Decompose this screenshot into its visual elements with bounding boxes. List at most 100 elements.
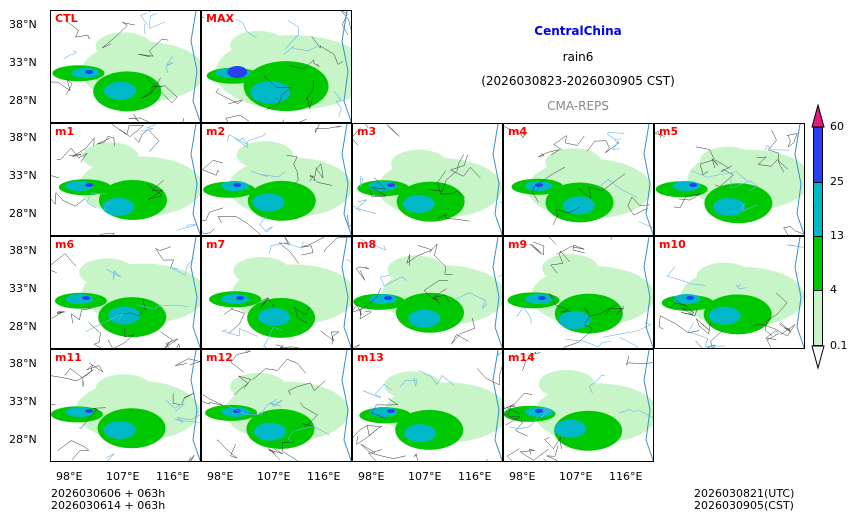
rainfall-map: [209, 237, 351, 348]
x-tick-label: 116°E: [307, 470, 341, 483]
province-boundary: [584, 304, 617, 317]
river: [177, 414, 200, 421]
river: [86, 192, 107, 209]
y-tick-label: 38°N: [9, 244, 37, 257]
y-tick-label: 38°N: [9, 18, 37, 31]
province-boundary: [353, 287, 382, 316]
province-boundary: [423, 280, 448, 301]
map-panel-m3: m3: [352, 123, 503, 236]
province-boundary: [563, 317, 593, 348]
province-boundary: [353, 425, 382, 438]
x-tick-label: 107°E: [559, 470, 593, 483]
province-boundary: [529, 241, 545, 256]
rain-area-heavy: [708, 306, 741, 325]
province-boundary: [371, 398, 399, 419]
province-boundary: [111, 124, 145, 137]
province-boundary: [669, 296, 695, 314]
province-boundary: [451, 318, 476, 345]
rain-area-heavy: [554, 419, 587, 438]
province-boundary: [64, 367, 84, 387]
river: [174, 418, 200, 423]
rainfall-map: [655, 124, 804, 235]
river: [141, 124, 157, 132]
panel-label: CTL: [55, 12, 78, 25]
province-boundary: [233, 375, 252, 396]
river: [227, 134, 248, 145]
rain-area-intense: [233, 183, 242, 187]
province-boundary: [406, 245, 434, 266]
province-boundary: [88, 322, 102, 348]
province-boundary: [202, 394, 224, 406]
river: [565, 339, 612, 348]
river: [399, 377, 418, 388]
map-panel-max: MAX: [201, 10, 352, 123]
province-boundary: [340, 11, 351, 36]
province-boundary: [315, 124, 342, 133]
rainfall-map: [504, 124, 653, 235]
river: [380, 274, 408, 287]
coastline: [492, 124, 502, 235]
y-tick-label: 33°N: [9, 395, 37, 408]
province-boundary: [368, 177, 387, 198]
map-panel-m6: m6: [50, 236, 201, 349]
province-boundary: [99, 232, 115, 235]
map-panel-m9: m9: [503, 236, 654, 349]
province-boundary: [66, 20, 91, 39]
province-boundary: [128, 114, 150, 122]
map-panel-m5: m5: [654, 123, 805, 236]
province-boundary: [504, 392, 533, 410]
river: [360, 238, 387, 251]
province-boundary: [715, 165, 734, 187]
colorbar-level-label: 4: [830, 283, 837, 296]
rainfall-map: [202, 350, 351, 461]
river: [765, 145, 790, 151]
province-boundary: [313, 163, 324, 182]
province-boundary: [56, 147, 88, 163]
province-boundary: [680, 307, 698, 317]
rain-area-light: [230, 372, 287, 401]
province-boundary: [522, 351, 541, 371]
river: [106, 269, 122, 280]
rain-area-light: [391, 149, 448, 178]
province-boundary: [505, 416, 528, 437]
river: [735, 284, 747, 290]
rain-area-intense: [85, 183, 94, 187]
river: [455, 292, 488, 309]
rain-area-intense: [538, 296, 547, 300]
province-boundary: [70, 307, 92, 324]
province-boundary: [172, 392, 195, 406]
province-boundary: [286, 155, 299, 185]
rain-area-heavy: [250, 81, 291, 104]
panel-label: m6: [55, 238, 75, 251]
river: [176, 224, 197, 231]
province-boundary: [309, 174, 333, 186]
province-boundary: [695, 330, 723, 348]
river: [263, 327, 283, 347]
river: [136, 304, 189, 310]
province-boundary: [355, 266, 369, 281]
valid-time-utc: 2026030821(UTC): [694, 487, 795, 500]
province-boundary: [155, 246, 175, 269]
y-tick-label: 38°N: [9, 131, 37, 144]
rain-area-intense: [384, 296, 393, 300]
init-time-utc: 2026030606 + 063h: [51, 487, 166, 500]
province-boundary: [293, 306, 310, 325]
province-boundary: [86, 362, 104, 373]
colorbar-min-triangle: [811, 345, 825, 370]
river: [269, 399, 283, 407]
x-tick-label: 116°E: [458, 470, 492, 483]
rain-area-heavy: [258, 308, 291, 327]
province-boundary: [427, 154, 464, 192]
colorbar-segment: [813, 182, 823, 236]
panel-label: m11: [55, 351, 82, 364]
rain-area-light: [545, 148, 602, 177]
province-boundary: [556, 244, 585, 255]
coastline: [341, 124, 351, 235]
province-boundary: [368, 449, 382, 461]
y-tick-label: 28°N: [9, 94, 37, 107]
province-boundary: [550, 250, 571, 274]
rain-area-light: [542, 254, 599, 283]
x-tick-label: 107°E: [257, 470, 291, 483]
rain-area-heavy: [108, 306, 141, 325]
rain-area-intense: [236, 296, 245, 300]
